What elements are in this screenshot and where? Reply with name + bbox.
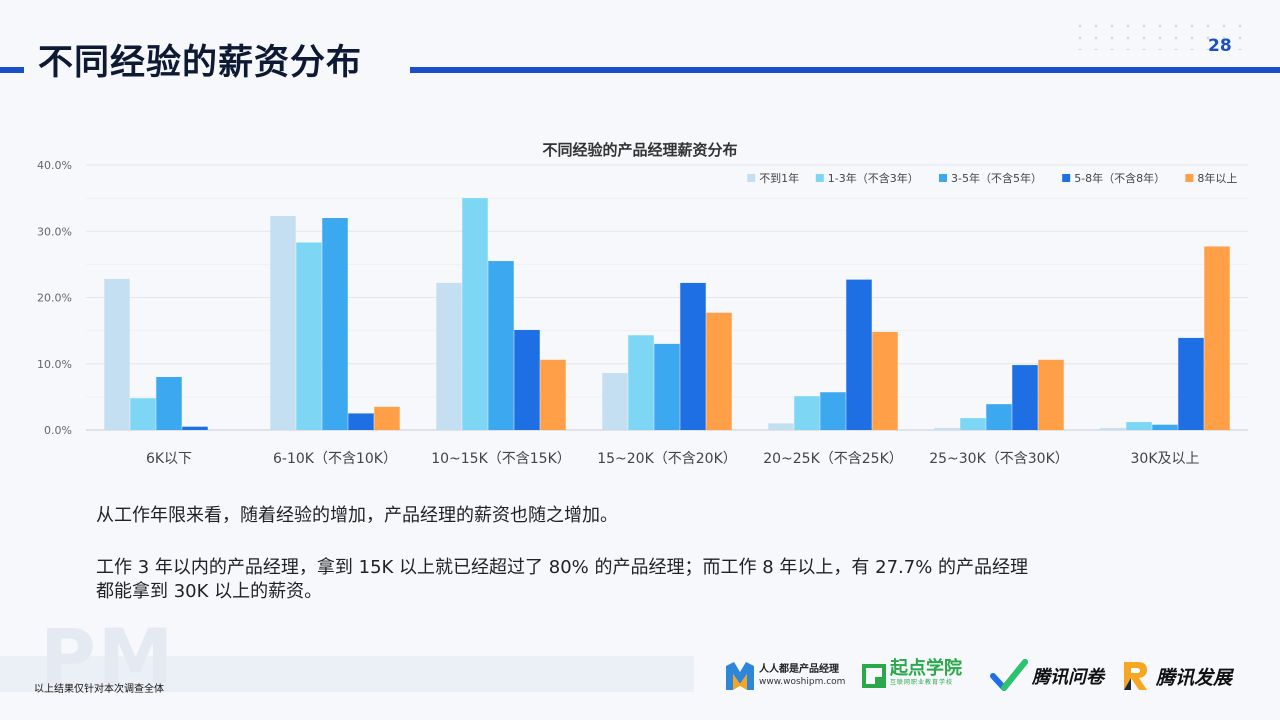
bar	[960, 418, 986, 430]
qidian-name: 起点学院	[890, 658, 962, 679]
bar	[1178, 337, 1204, 430]
bar	[488, 261, 514, 430]
legend-label: 5-8年（不含8年）	[1074, 171, 1165, 185]
bar	[296, 242, 322, 430]
qidian-sub: 互联网职业教育学校	[890, 679, 954, 686]
bar	[1012, 365, 1038, 430]
bar	[986, 404, 1012, 430]
y-tick-label: 40.0%	[37, 159, 72, 172]
fazhan-name: 腾讯发展	[1156, 666, 1233, 689]
bar	[846, 279, 872, 430]
qidian-q-icon	[862, 664, 886, 688]
body-text-detail-1: 工作 3 年以内的产品经理，拿到 15K 以上就已经超过了 80% 的产品经理；…	[96, 557, 1029, 578]
footer-strip	[0, 656, 694, 692]
bar	[706, 312, 732, 430]
bar	[462, 198, 488, 430]
bar	[348, 413, 374, 430]
bar	[680, 282, 706, 430]
wenjuan-name: 腾讯问卷	[1032, 667, 1104, 688]
chart-title: 不同经验的产品经理薪资分布	[542, 141, 737, 159]
decorative-dots	[1072, 20, 1248, 50]
bar	[322, 218, 348, 430]
y-tick-label: 10.0%	[37, 358, 72, 371]
x-tick-label: 15~20K（不含20K）	[597, 451, 737, 467]
bar	[1038, 359, 1064, 430]
bar	[1100, 428, 1126, 430]
y-tick-label: 20.0%	[37, 292, 72, 305]
fazhan-mark-icon	[1124, 662, 1147, 690]
woshipm-url: www.woshipm.com	[759, 677, 846, 687]
legend-swatch	[1062, 174, 1071, 182]
bar	[130, 398, 156, 430]
bar	[872, 331, 898, 430]
qidian-logo: 起点学院 互联网职业教育学校	[862, 656, 962, 696]
bar	[182, 426, 208, 430]
bar	[436, 282, 462, 430]
x-tick-label: 6K以下	[146, 451, 192, 467]
y-tick-label: 30.0%	[37, 225, 72, 238]
legend-swatch	[1185, 174, 1194, 182]
x-tick-label: 6-10K（不含10K）	[273, 451, 397, 467]
y-tick-label: 0.0%	[44, 424, 72, 437]
legend-label: 8年以上	[1197, 171, 1237, 185]
bar	[540, 359, 566, 430]
header-bar-right	[410, 67, 1280, 73]
bar	[794, 396, 820, 430]
wenjuan-logo: 腾讯问卷	[990, 656, 1104, 696]
legend-label: 1-3年（不含3年）	[828, 171, 919, 185]
page-number: 28	[1208, 36, 1232, 56]
bar	[156, 377, 182, 430]
x-tick-label: 30K及以上	[1131, 451, 1200, 467]
bar	[768, 423, 794, 430]
bar	[104, 278, 130, 430]
legend-swatch	[747, 174, 756, 182]
header-bar-left	[0, 67, 24, 73]
bar	[1204, 246, 1230, 430]
x-tick-label: 20~25K（不含25K）	[763, 451, 903, 467]
bar	[820, 392, 846, 430]
bar	[602, 373, 628, 430]
x-tick-label: 10~15K（不含15K）	[431, 451, 571, 467]
fazhan-logo: 腾讯发展	[1120, 656, 1232, 696]
wenjuan-check-icon	[990, 659, 1028, 691]
footnote: 以上结果仅针对本次调查全体	[34, 684, 164, 695]
body-text-summary: 从工作年限来看，随着经验的增加，产品经理的薪资也随之增加。	[96, 505, 618, 526]
bar	[654, 343, 680, 430]
body-text-detail-2: 都能拿到 30K 以上的薪资。	[96, 581, 323, 602]
legend-swatch	[815, 174, 824, 182]
pm-watermark: PM	[40, 612, 176, 701]
legend-label: 3-5年（不含5年）	[951, 171, 1042, 185]
legend-swatch	[939, 174, 947, 182]
bar	[374, 406, 400, 430]
bar	[514, 329, 540, 430]
legend-label: 不到1年	[759, 171, 799, 185]
woshipm-m-icon	[726, 662, 754, 690]
page-title: 不同经验的薪资分布	[38, 43, 363, 83]
bar	[1152, 424, 1178, 430]
bar	[1126, 422, 1152, 430]
x-tick-label: 25~30K（不含30K）	[929, 451, 1069, 467]
woshipm-logo: 人人都是产品经理 www.woshipm.com	[724, 656, 845, 696]
bar	[628, 335, 654, 430]
bar	[934, 428, 960, 430]
woshipm-name: 人人都是产品经理	[759, 664, 839, 675]
bar	[270, 216, 296, 430]
